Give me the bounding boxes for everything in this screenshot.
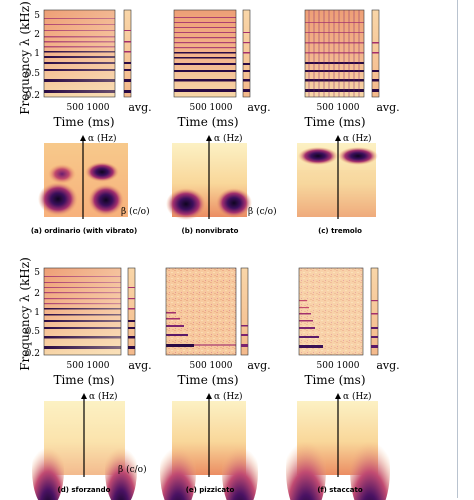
caption-a: (a) ordinario (with vibrato)	[31, 227, 137, 235]
x-labels-top: 500 1000 avg. Time (ms) 500 1000 avg. Ti…	[53, 101, 399, 129]
x-axis-title-a: Time (ms)	[53, 115, 114, 129]
alpha-label-a: α (Hz)	[88, 133, 117, 144]
x-axis-title-e: Time (ms)	[177, 373, 238, 387]
xticks-e: 500 1000	[190, 361, 233, 371]
svg-text:Frequency λ (kHz): Frequency λ (kHz)	[18, 257, 32, 371]
ytick-1-b: 1	[34, 308, 40, 318]
spectrogram-f	[298, 267, 364, 356]
ytick-2: 2	[34, 30, 40, 40]
modulation-plot-e	[160, 393, 258, 500]
y-ticks-top: 5 2 1 0.5 0.2	[26, 11, 41, 101]
avg-bar-a	[123, 9, 132, 98]
modulation-plot-c	[297, 135, 378, 219]
xticks-f: 500 1000	[317, 361, 360, 371]
ytick-5: 5	[34, 11, 40, 21]
ytick-5-b: 5	[34, 268, 40, 278]
spectrogram-e	[165, 267, 237, 356]
xticks-d: 500 1000	[67, 361, 110, 371]
beta-label-d: β (c/o)	[118, 464, 147, 475]
modulation-plot-b	[166, 135, 252, 220]
modulation-plot-f	[286, 393, 390, 500]
caption-d: (d) sforzando	[58, 486, 111, 494]
modulation-plot-d	[32, 393, 137, 500]
y-axis-title-top: Frequency λ (kHz)	[18, 1, 32, 115]
y-ticks-bottom: 5 2 1 0.5 0.2	[26, 268, 41, 359]
spectrogram-c	[304, 9, 365, 98]
avg-bar-f	[370, 267, 379, 356]
x-axis-title-b: Time (ms)	[177, 115, 238, 129]
alpha-label-f: α (Hz)	[343, 391, 372, 402]
caption-e: (e) pizzicato	[186, 486, 235, 494]
caption-b: (b) nonvibrato	[182, 227, 239, 235]
avg-label-c: avg.	[376, 101, 399, 114]
xticks-b: 500 1000	[190, 103, 233, 113]
ytick-0.5-b: 0.5	[26, 327, 41, 337]
avg-label-b: avg.	[247, 101, 270, 114]
ytick-1: 1	[34, 49, 40, 59]
avg-bar-c	[371, 9, 380, 98]
avg-bar-e	[240, 267, 249, 356]
ytick-0.5: 0.5	[26, 69, 41, 79]
spectrogram-d	[43, 267, 122, 356]
ytick-0.2-b: 0.2	[26, 349, 40, 359]
avg-label-d: avg.	[128, 359, 151, 372]
caption-f: (f) staccato	[317, 486, 362, 494]
modulation-plot-a	[38, 135, 128, 219]
spectrogram-b	[173, 9, 237, 98]
avg-bar-b	[242, 9, 251, 98]
caption-c: (c) tremolo	[318, 227, 362, 235]
alpha-label-b: α (Hz)	[214, 133, 243, 144]
beta-label-b: β (c/o)	[248, 206, 277, 217]
alpha-label-e: α (Hz)	[214, 391, 243, 402]
xticks-c: 500 1000	[317, 103, 360, 113]
figure-frame	[457, 0, 458, 498]
avg-label-a: avg.	[128, 101, 151, 114]
svg-text:Frequency λ (kHz): Frequency λ (kHz)	[18, 1, 32, 115]
x-axis-title-c: Time (ms)	[304, 115, 365, 129]
alpha-label-c: α (Hz)	[343, 133, 372, 144]
avg-label-e: avg.	[247, 359, 270, 372]
y-axis-title-bottom: Frequency λ (kHz)	[18, 257, 32, 371]
beta-label-a: β (c/o)	[121, 206, 150, 217]
x-axis-title-f: Time (ms)	[304, 373, 365, 387]
avg-bar-d	[127, 267, 136, 356]
ytick-0.2: 0.2	[26, 91, 40, 101]
x-axis-title-d: Time (ms)	[53, 373, 114, 387]
spectrogram-a	[43, 9, 116, 98]
ytick-2-b: 2	[34, 289, 40, 299]
alpha-label-d: α (Hz)	[89, 391, 118, 402]
x-labels-bottom: 500 1000 avg. Time (ms) 500 1000 avg. Ti…	[53, 359, 399, 387]
avg-label-f: avg.	[376, 359, 399, 372]
xticks-a: 500 1000	[67, 103, 110, 113]
